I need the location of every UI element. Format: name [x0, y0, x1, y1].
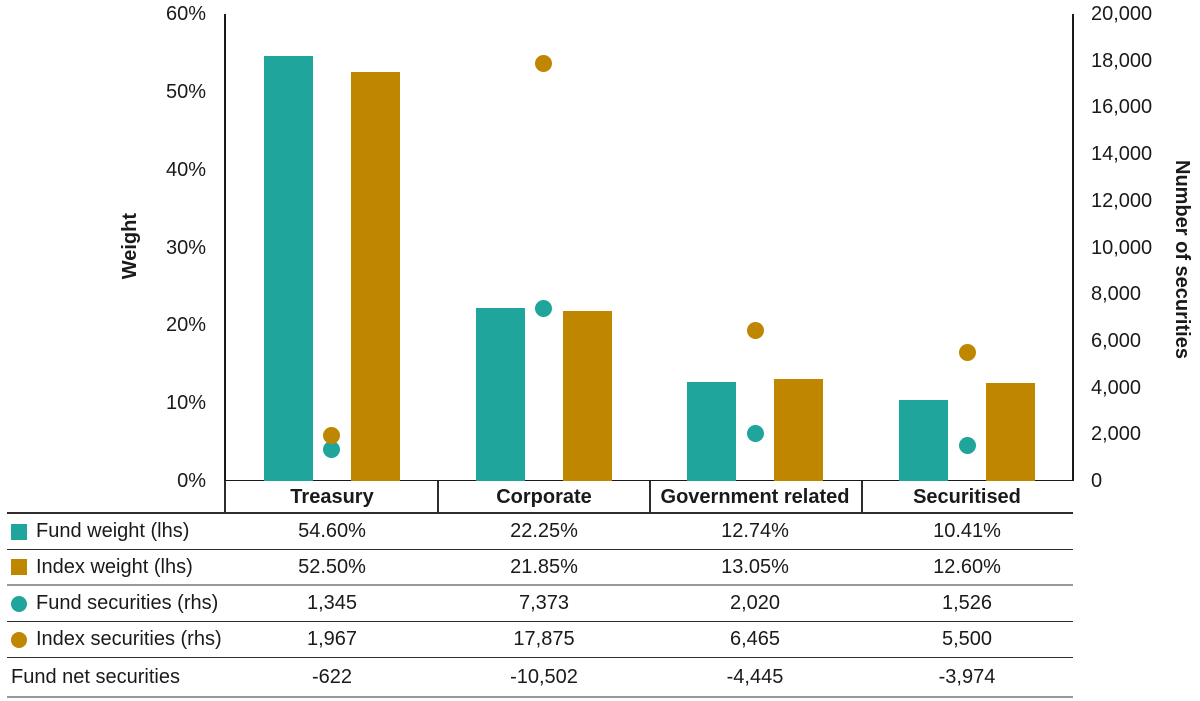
- table-cell: 52.50%: [298, 556, 366, 578]
- table-cell: 22.25%: [510, 520, 578, 542]
- fund-weight-bar: [899, 399, 949, 481]
- category-header: Corporate: [496, 486, 592, 508]
- y2-axis-tick-label: 14,000: [1091, 143, 1153, 166]
- row-label: Fund securities (rhs): [36, 592, 219, 614]
- fund-securities-legend-dot-icon: [11, 595, 27, 612]
- index-securities-legend-dot-icon: [11, 631, 27, 648]
- row-label: Fund net securities: [11, 665, 180, 688]
- y-axis-tick-label: 0%: [177, 470, 206, 492]
- y2-axis-tick-label: 2,000: [1091, 423, 1142, 446]
- fund-securities-dot: [535, 300, 553, 318]
- y2-axis-tick-label: 12,000: [1091, 189, 1153, 212]
- category-header: Securitised: [913, 486, 1021, 508]
- header-divider: [649, 481, 651, 514]
- table-cell: 6,465: [729, 628, 781, 650]
- fund-weight-bar: [687, 381, 737, 481]
- y-axis-tick-label: 20%: [165, 314, 206, 337]
- table-cell: 12.60%: [933, 556, 1001, 578]
- table-cell: -4,445: [726, 666, 784, 688]
- y2-axis-tick-label: 16,000: [1091, 96, 1153, 119]
- index-weight-legend-swatch-icon: [11, 559, 27, 575]
- y2-axis-tick-label: 10,000: [1091, 236, 1153, 259]
- y2-axis-tick-label: 20,000: [1091, 3, 1153, 25]
- table-cell: 1,345: [306, 592, 358, 614]
- table-header-row: Treasury Corporate Government related Se…: [7, 481, 1073, 514]
- category-header: Government related: [660, 486, 850, 508]
- index-securities-dot: [323, 426, 341, 444]
- header-divider: [224, 481, 226, 514]
- y2-axis-tick-label: 4,000: [1091, 376, 1142, 399]
- table-cell: 21.85%: [510, 556, 578, 578]
- y-axis-tick-label: 60%: [165, 3, 206, 25]
- fund-securities-dot: [746, 425, 764, 443]
- header-divider: [861, 481, 863, 514]
- index-securities-dot: [535, 55, 553, 73]
- fund-weight-legend-swatch-icon: [11, 523, 27, 540]
- row-label: Fund weight (lhs): [36, 520, 190, 542]
- table-row-fund-securities: Fund securities (rhs) 1,345 7,373 2,020 …: [7, 586, 1073, 622]
- right-axis-title: Number of securities: [1171, 160, 1193, 359]
- index-weight-bar: [774, 379, 824, 481]
- table-cell: 13.05%: [721, 556, 789, 578]
- table-cell: 7,373: [518, 592, 570, 614]
- row-label: Index weight (lhs): [36, 555, 193, 578]
- x-axis-line: [224, 479, 1073, 481]
- index-securities-dot: [958, 344, 976, 362]
- table-cell: 12.74%: [721, 520, 789, 542]
- left-axis-line: [224, 14, 226, 481]
- table-cell: -622: [311, 666, 353, 688]
- table-row-fund-weight: Fund weight (lhs) 54.60% 22.25% 12.74% 1…: [7, 514, 1073, 550]
- table-cell: 2,020: [729, 592, 781, 614]
- table-cell: -3,974: [938, 666, 996, 688]
- table-cell: 1,526: [941, 592, 993, 614]
- row-label: Index securities (rhs): [36, 628, 222, 650]
- table-cell: 17,875: [513, 628, 575, 650]
- y2-axis-tick-label: 8,000: [1091, 283, 1142, 306]
- index-securities-dot: [746, 321, 764, 339]
- table-cell: 10.41%: [933, 520, 1001, 542]
- category-header: Treasury: [290, 486, 374, 508]
- fund-securities-dot: [958, 436, 976, 454]
- table-cell: -10,502: [510, 666, 578, 688]
- table-row-fund-net-securities: Fund net securities -622 -10,502 -4,445 …: [7, 658, 1073, 698]
- y2-axis-tick-label: 0: [1091, 470, 1103, 492]
- index-weight-bar: [562, 310, 612, 481]
- fund-weight-bar: [475, 307, 525, 481]
- y-axis-tick-label: 10%: [165, 392, 206, 415]
- right-axis-line: [1072, 14, 1074, 481]
- header-divider: [437, 481, 439, 514]
- table-cell: 1,967: [306, 628, 358, 650]
- table-cell: 54.60%: [298, 520, 366, 542]
- y-axis-tick-label: 50%: [165, 80, 206, 103]
- chart-data-table: Treasury Corporate Government related Se…: [7, 481, 1073, 698]
- y2-axis-tick-label: 18,000: [1091, 49, 1153, 72]
- index-weight-bar: [350, 72, 400, 481]
- table-row-index-securities: Index securities (rhs) 1,967 17,875 6,46…: [7, 622, 1073, 658]
- y-axis-tick-label: 30%: [165, 236, 206, 259]
- fund-weight-bar: [263, 56, 313, 481]
- table-cell: 5,500: [941, 628, 993, 650]
- y2-axis-tick-label: 6,000: [1091, 329, 1142, 352]
- fund-securities-dot: [323, 441, 341, 459]
- index-weight-bar: [986, 382, 1036, 481]
- left-axis-title: Weight: [119, 213, 141, 280]
- table-row-index-weight: Index weight (lhs) 52.50% 21.85% 13.05% …: [7, 550, 1073, 586]
- y-axis-tick-label: 40%: [165, 158, 206, 181]
